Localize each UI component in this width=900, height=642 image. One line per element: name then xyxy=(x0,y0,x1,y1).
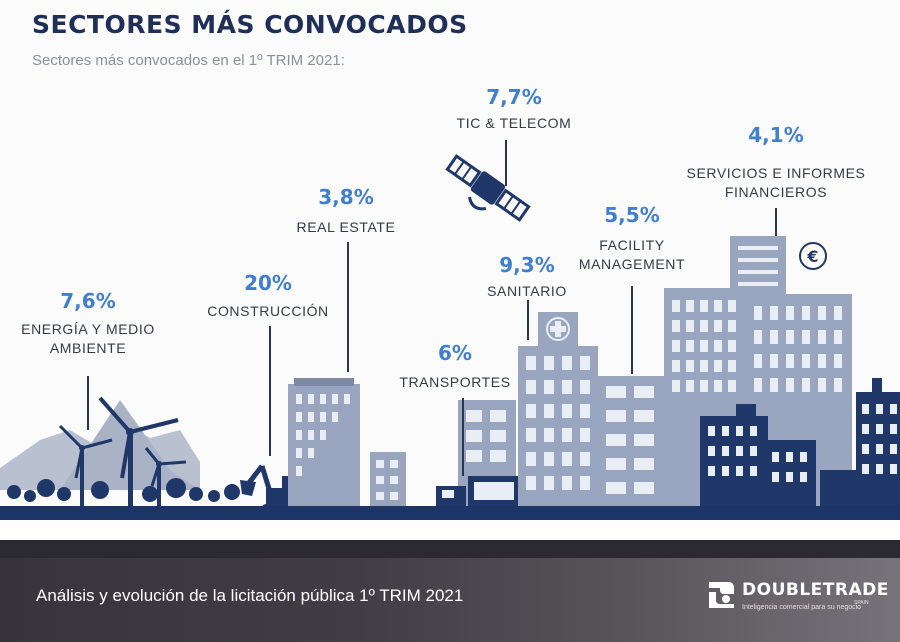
doubletrade-logo-icon xyxy=(709,582,734,608)
foreground-buildings xyxy=(700,378,900,508)
footer-caption: Análisis y evolución de la licitación pú… xyxy=(36,586,464,605)
sector-percent: 9,3% xyxy=(499,253,554,277)
sector-sanitario: 9,3% SANITARIO xyxy=(487,253,567,299)
sector-servicios-financieros: 4,1% SERVICIOS E INFORMES FINANCIEROS xyxy=(687,123,866,200)
logo-name: DOUBLETRADE xyxy=(742,580,889,600)
sector-label-line: FINANCIEROS xyxy=(725,184,827,200)
sector-percent: 20% xyxy=(244,271,292,295)
logo-country: SPAIN xyxy=(854,600,869,606)
mountains xyxy=(0,400,200,490)
sector-construccion: 20% CONSTRUCCIÓN xyxy=(207,271,329,319)
sector-label-line: FACILITY xyxy=(599,237,665,253)
leader-lines xyxy=(87,140,777,476)
sector-label-line: MANAGEMENT xyxy=(579,256,685,272)
sector-label-line: TIC & TELECOM xyxy=(457,115,572,131)
euro-icon: € xyxy=(799,242,827,270)
sector-label-line: SANITARIO xyxy=(487,283,567,299)
logo-tagline: Inteligencia comercial para su negocio xyxy=(742,604,862,611)
page-title: SECTORES MÁS CONVOCADOS xyxy=(32,10,468,39)
real-estate-building xyxy=(288,378,360,508)
sector-label-line: TRANSPORTES xyxy=(399,374,510,390)
sector-percent: 4,1% xyxy=(748,123,803,147)
sector-percent: 7,7% xyxy=(486,85,541,109)
sector-transportes: 6% TRANSPORTES xyxy=(399,341,510,390)
ground-strip xyxy=(0,506,900,520)
page-subtitle: Sectores más convocados en el 1º TRIM 20… xyxy=(32,52,345,69)
svg-text:€: € xyxy=(806,247,818,266)
sector-label-line: SERVICIOS E INFORMES xyxy=(687,165,866,181)
sector-percent: 7,6% xyxy=(60,289,115,313)
sector-label-line: REAL ESTATE xyxy=(297,219,396,235)
cityscape-illustration: € xyxy=(0,85,900,560)
sector-tic-telecom: 7,7% TIC & TELECOM xyxy=(457,85,572,131)
paper-shadow xyxy=(0,540,900,560)
sector-label-line: ENERGÍA Y MEDIO xyxy=(21,321,155,337)
satellite-icon xyxy=(445,154,531,222)
footer-banner: Análisis y evolución de la licitación pú… xyxy=(0,558,900,642)
sector-real-estate: 3,8% REAL ESTATE xyxy=(297,185,396,235)
sector-label-line: AMBIENTE xyxy=(50,340,126,356)
sector-facility: 5,5% FACILITY MANAGEMENT xyxy=(579,203,685,272)
doubletrade-logo: DOUBLETRADE SPAIN Inteligencia comercial… xyxy=(706,576,889,624)
sector-percent: 3,8% xyxy=(318,185,373,209)
sector-label-line: CONSTRUCCIÓN xyxy=(207,303,329,319)
sector-energia: 7,6% ENERGÍA Y MEDIO AMBIENTE xyxy=(21,289,155,356)
hospital-cross-icon xyxy=(546,317,570,341)
sector-percent: 5,5% xyxy=(604,203,659,227)
foreground-windows xyxy=(708,404,897,482)
small-building xyxy=(370,452,406,508)
trees xyxy=(7,478,240,502)
sector-percent: 6% xyxy=(438,341,472,365)
facility-building xyxy=(598,376,664,508)
hospital-building xyxy=(518,312,598,508)
wind-turbine-icon xyxy=(58,396,187,508)
